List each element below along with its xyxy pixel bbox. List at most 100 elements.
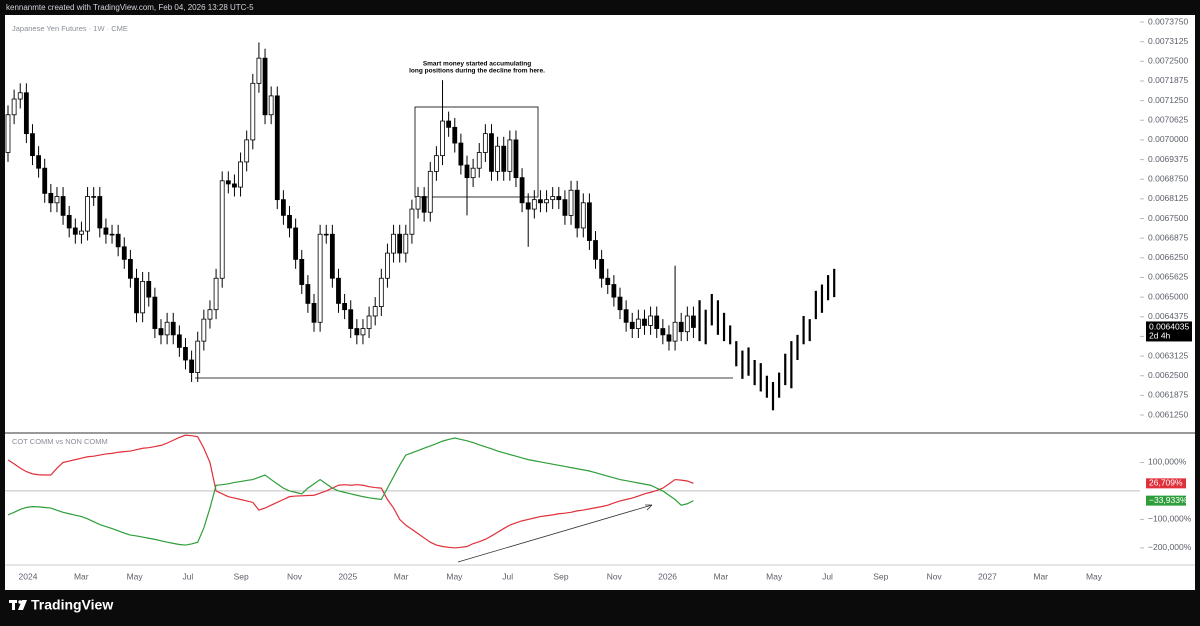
candle-body [433, 155, 439, 172]
logo-part [18, 600, 22, 604]
y-tick-label: 0.0068125 [1148, 193, 1188, 203]
candle-body [372, 306, 378, 317]
y-tick-label: 0.0063125 [1148, 350, 1188, 360]
candle-body [629, 321, 635, 329]
value-badge-label: 26,709% [1149, 478, 1183, 488]
trend-arrow [457, 504, 653, 563]
candle-body [323, 233, 329, 236]
candle-body [158, 328, 164, 336]
candle-body [195, 340, 201, 373]
candle-body [348, 309, 354, 329]
candle-body [525, 202, 531, 210]
y-tick-label: 0.0070000 [1148, 134, 1188, 144]
candle-body [60, 196, 66, 216]
y-tick-label: 0.0067500 [1148, 213, 1188, 223]
y-tick-label: 100,000% [1148, 457, 1187, 467]
y-tick-label: −100,000% [1148, 514, 1192, 524]
candle-body [268, 95, 274, 116]
logo-part [9, 600, 17, 603]
candle-body [5, 114, 11, 153]
candle-body [354, 328, 360, 336]
candle-body [495, 145, 501, 172]
candle-body [30, 133, 35, 157]
candle-body [36, 155, 41, 169]
candle-body [678, 321, 684, 333]
x-tick-label: May [127, 571, 144, 581]
candle-body [17, 92, 23, 100]
candle-body [538, 199, 543, 204]
candle-body [219, 180, 225, 279]
candle-body [244, 139, 250, 163]
x-tick-label: Nov [607, 571, 623, 581]
candle-body [152, 296, 158, 329]
candle-body [342, 303, 348, 311]
x-tick-label: Jul [182, 571, 193, 581]
x-tick-label: Mar [1033, 571, 1048, 581]
candle-body [513, 139, 519, 179]
candle-body [134, 277, 139, 314]
candle-body [103, 227, 109, 235]
candle-body [287, 214, 292, 229]
candle-body [593, 240, 598, 260]
logo-part [12, 603, 15, 610]
candle-body [672, 321, 678, 342]
x-tick-label: Nov [287, 571, 303, 581]
candle-body [482, 133, 488, 153]
candle-body [115, 233, 121, 248]
candle-body [574, 189, 580, 229]
candle-body [476, 152, 482, 169]
x-tick-label: 2026 [658, 571, 677, 581]
x-tick-label: 2027 [978, 571, 997, 581]
y-tick-label: 0.0072500 [1148, 56, 1188, 66]
y-tick-label: 0.0069375 [1148, 154, 1188, 164]
candle-body [568, 189, 574, 216]
candle-body [140, 280, 146, 314]
candle-body [648, 315, 653, 326]
x-tick-label: Sep [553, 571, 568, 581]
candle-body [66, 214, 72, 229]
candle-body [189, 359, 195, 373]
candle-body [580, 202, 586, 229]
candle-body [176, 334, 182, 348]
price-badge-label: 0.0064035 [1149, 322, 1189, 332]
candle-body [207, 309, 213, 320]
brand-name: TradingView [31, 597, 113, 613]
candle-body [146, 280, 152, 298]
candle-body [109, 233, 115, 236]
x-tick-label: Sep [234, 571, 249, 581]
y-tick-label: 0.0061250 [1148, 409, 1188, 419]
candle-body [232, 183, 237, 188]
y-tick-label: 0.0065000 [1148, 291, 1188, 301]
candle-body [403, 233, 409, 254]
x-tick-label: 2025 [338, 571, 357, 581]
candle-body [317, 233, 323, 323]
candle-body [360, 328, 366, 336]
candle-body [587, 202, 592, 241]
candle-body [91, 196, 97, 198]
candle-body [23, 92, 29, 135]
candle-body [127, 258, 133, 279]
indicator-line [7, 434, 694, 549]
candle-body [654, 315, 660, 329]
y-tick-label: 0.0068750 [1148, 173, 1188, 183]
candle-body [201, 318, 207, 342]
candle-body [250, 82, 256, 141]
candle-body [501, 145, 507, 172]
y-tick-label: −200,000% [1148, 542, 1192, 552]
lower-pane-title: COT COMM vs NON COMM [12, 437, 108, 446]
candle-body [531, 199, 537, 210]
candle-body [97, 196, 103, 229]
candle-body [72, 227, 78, 235]
candle-body [11, 98, 17, 116]
candle-body [170, 321, 176, 336]
annotation-line: long positions during the decline from h… [409, 68, 545, 75]
x-tick-label: Nov [927, 571, 943, 581]
candle-body [415, 196, 421, 210]
candle-body [691, 315, 696, 328]
candle-body [440, 120, 445, 157]
value-badge-label: −33,933% [1149, 495, 1188, 505]
main-pane-title: Japanese Yen Futures · 1W · CME [12, 24, 128, 33]
candle-body [42, 167, 48, 194]
candle-body [48, 192, 54, 204]
y-tick-label: 0.0066875 [1148, 232, 1188, 242]
